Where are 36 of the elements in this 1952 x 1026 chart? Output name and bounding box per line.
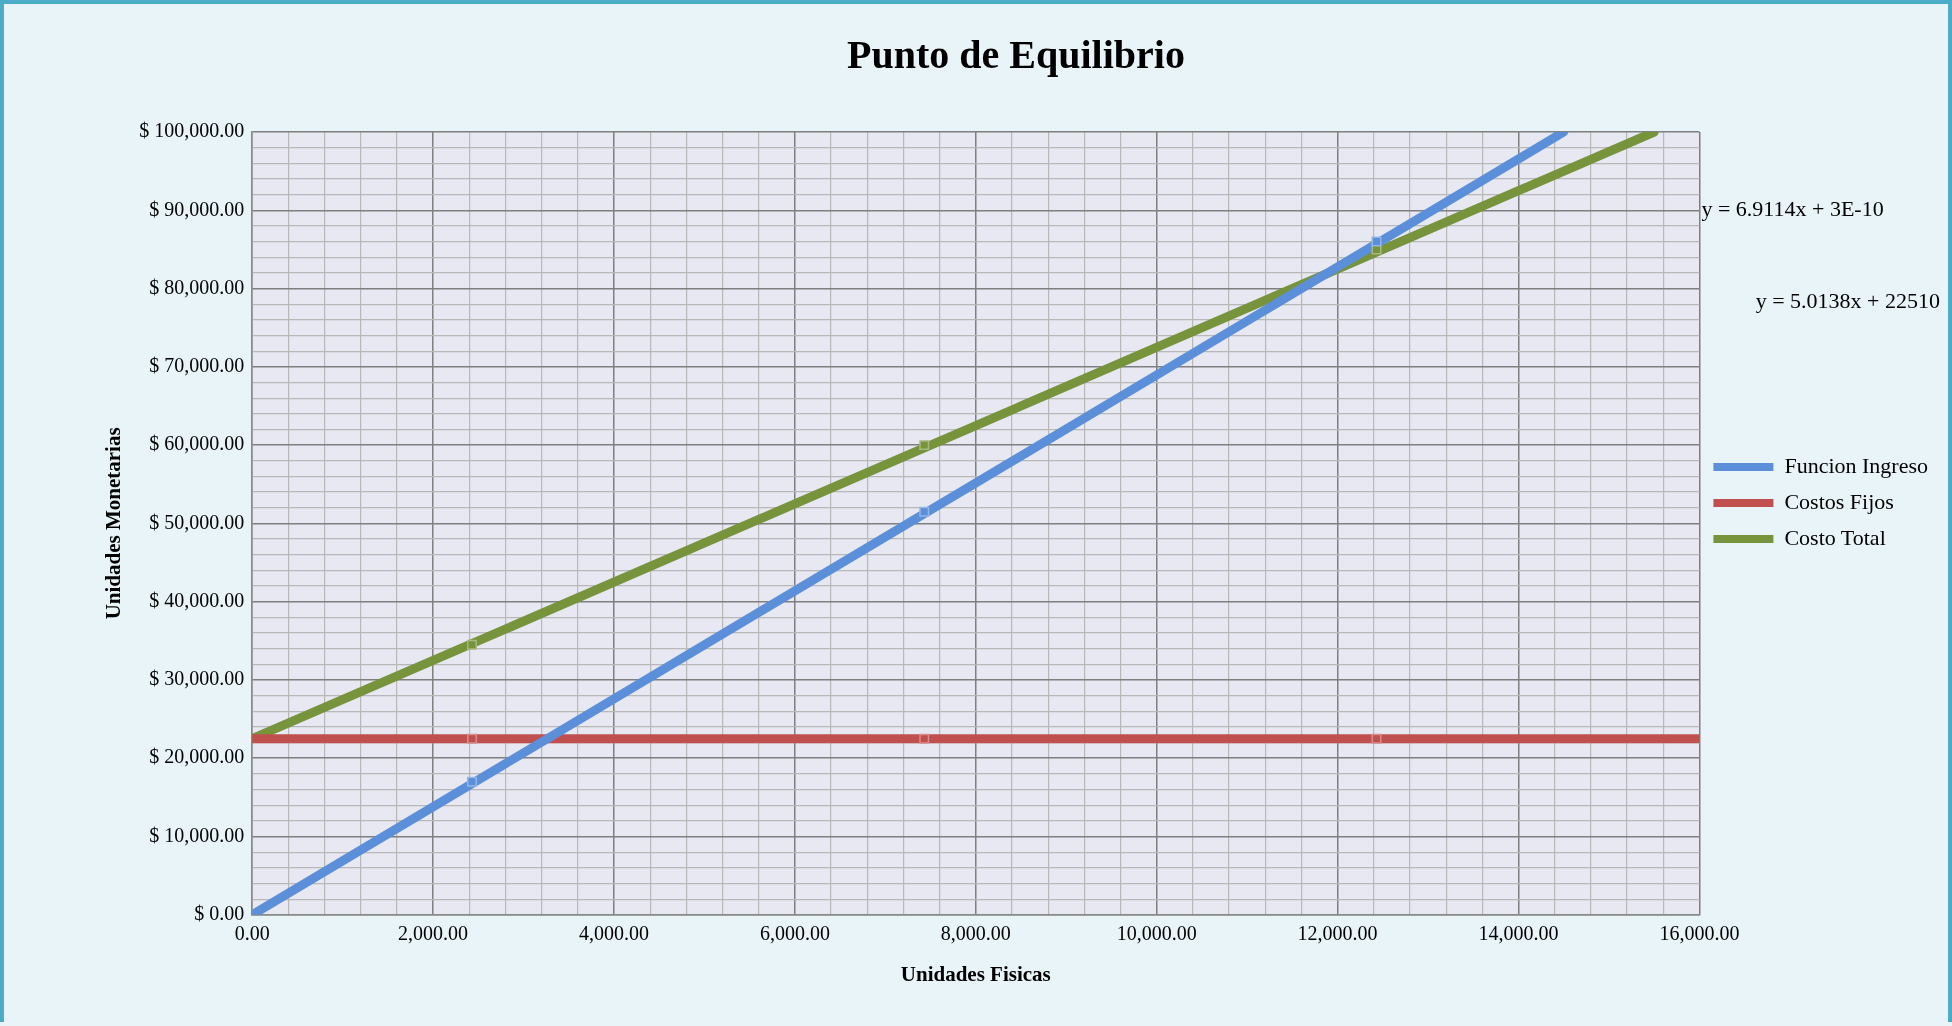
- legend-label: Costo Total: [1784, 524, 1886, 550]
- x-tick-label: 16,000.00: [1659, 922, 1740, 945]
- x-tick-label: 4,000.00: [579, 922, 649, 945]
- text: y = 5.0138x + 22510: [1755, 287, 1940, 313]
- x-tick-label: 8,000.00: [940, 922, 1011, 945]
- point: [467, 639, 477, 650]
- chart-title: Punto de Equilibrio: [847, 32, 1185, 78]
- y-tick-label: $ 100,000.00: [139, 119, 245, 142]
- point: [467, 776, 477, 787]
- x-tick-label: 6,000.00: [759, 922, 830, 945]
- point: [919, 506, 930, 517]
- x-tick-label: 2,000.00: [398, 922, 469, 945]
- y-tick-label: $ 50,000.00: [149, 510, 245, 533]
- legend-label: Funcion Ingreso: [1784, 452, 1928, 478]
- legend-label: Costos Fijos: [1784, 488, 1894, 514]
- point: [1371, 236, 1382, 247]
- y-tick-label: $ 10,000.00: [149, 823, 245, 846]
- x-tick-label: 14,000.00: [1478, 922, 1559, 945]
- y-tick-label: $ 20,000.00: [149, 745, 245, 768]
- point: [1371, 733, 1382, 744]
- point: [919, 440, 930, 451]
- point: [919, 733, 930, 744]
- point: [467, 733, 477, 744]
- y-tick-label: $ 70,000.00: [149, 354, 245, 377]
- x-axis-title: Unidades Fisicas: [900, 961, 1051, 986]
- y-tick-label: $ 60,000.00: [149, 432, 245, 455]
- x-tick-label: 12,000.00: [1297, 922, 1378, 945]
- x-tick-label: 0.00: [234, 922, 270, 945]
- y-tick-label: $ 30,000.00: [149, 667, 245, 690]
- y-tick-label: $ 80,000.00: [149, 275, 245, 298]
- y-axis-title: Unidades Monetarias: [101, 427, 126, 620]
- y-tick-label: $ 40,000.00: [149, 588, 245, 611]
- x-tick-label: 10,000.00: [1116, 922, 1197, 945]
- y-tick-label: $ 90,000.00: [149, 197, 245, 220]
- y-tick-label: $ 0.00: [194, 902, 245, 925]
- text: y = 6.9114x + 3E-10: [1701, 196, 1884, 222]
